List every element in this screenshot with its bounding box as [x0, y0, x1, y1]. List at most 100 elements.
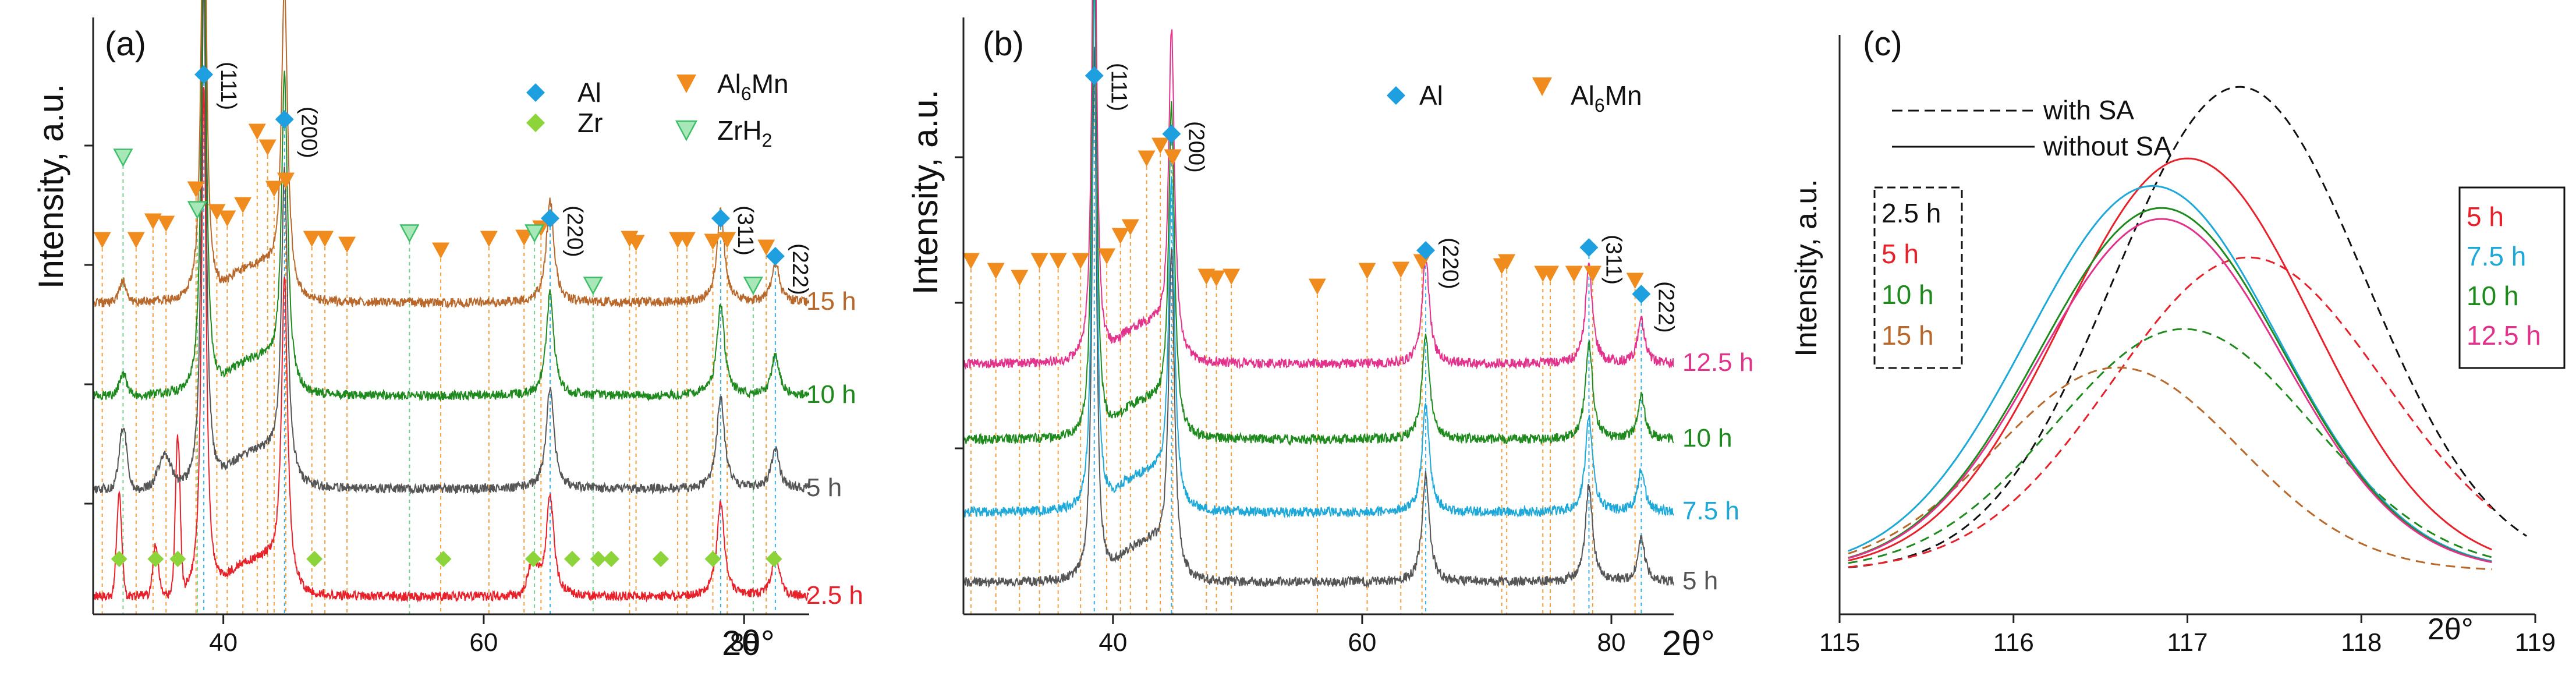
- a-al-marker: [194, 65, 214, 84]
- c-y-axis-label: Intensity, a.u.: [1790, 179, 1823, 356]
- a-al6mn-marker: [627, 235, 645, 252]
- c-axes: [1838, 35, 2535, 615]
- b-al6mn-marker: [1072, 253, 1090, 270]
- a-x-axis-label: 2θ°: [722, 624, 775, 663]
- a-marker-guides: [101, 83, 776, 614]
- b-al6mn-marker: [1583, 266, 1601, 282]
- a-series-label: 5 h: [806, 473, 842, 502]
- a-zrh2-marker: [187, 201, 208, 220]
- b-series-label: 10 h: [1682, 424, 1732, 452]
- a-al6mn-marker: [515, 229, 533, 246]
- c-xtick-label: 118: [2341, 628, 2382, 657]
- a-zr-marker: [435, 551, 452, 567]
- a-series-label: 10 h: [806, 380, 856, 409]
- b-legend-al-marker: [1387, 86, 1405, 105]
- a-hkl-label: (111): [216, 62, 240, 110]
- b-marker-guides: [970, 84, 1642, 614]
- panel-a: (111) (200) (220) (311) (222) 2.5 h 5 h 10 h 15…: [31, 0, 863, 663]
- a-legend-zrh2-marker: [675, 120, 698, 141]
- a-al-marker: [540, 209, 559, 228]
- b-hkl-label: (200): [1184, 121, 1208, 173]
- a-zr-marker: [306, 551, 323, 567]
- b-al6mn-marker: [1151, 137, 1170, 154]
- b-al6mn-marker: [1111, 228, 1129, 245]
- a-legend-zr-label: Zr: [577, 108, 603, 138]
- a-al6mn-marker: [432, 242, 450, 259]
- a-al6mn-marker: [218, 210, 236, 227]
- b-hkl-label: (311): [1601, 235, 1625, 285]
- a-pattern-line: [93, 0, 809, 309]
- b-pattern-line: [963, 0, 1674, 446]
- c-xtick-label: 115: [1819, 628, 1860, 657]
- a-hkl-labels: (111) (200) (220) (311) (222): [216, 62, 812, 295]
- b-series-label: 12.5 h: [1682, 348, 1753, 377]
- b-pattern-line: [963, 0, 1674, 370]
- c-solid-legend-item: 12.5 h: [2467, 320, 2541, 351]
- a-phase-markers: [93, 65, 785, 567]
- a-hkl-label: (311): [733, 206, 757, 256]
- a-al6mn-marker: [248, 123, 266, 140]
- c-solid-legend-box: 5 h 7.5 h 10 h 12.5 h: [2458, 186, 2566, 369]
- c-legend-with-sa: with SA: [2043, 95, 2134, 125]
- b-panel-label: (b): [983, 25, 1024, 63]
- c-dashed-legend-item: 2.5 h: [1881, 198, 1941, 228]
- a-pattern-line: [93, 87, 809, 603]
- b-al6mn-marker: [1358, 263, 1376, 279]
- a-zrh2-marker: [583, 277, 603, 295]
- b-al6mn-marker: [1498, 254, 1516, 271]
- a-zr-marker: [525, 551, 541, 567]
- b-x-ticks: 40 60 80: [1099, 614, 1625, 657]
- b-al-marker: [1632, 285, 1651, 303]
- c-x-axis-label: 2θ°: [2428, 613, 2474, 646]
- a-zr-marker: [704, 551, 721, 567]
- a-pattern-line: [93, 0, 809, 402]
- a-panel-label: (a): [105, 25, 146, 63]
- b-al6mn-marker: [1223, 268, 1241, 285]
- b-axes: [955, 17, 1674, 615]
- a-al6mn-marker: [127, 232, 145, 249]
- b-al6mn-marker: [1626, 272, 1644, 289]
- b-al6mn-marker: [1030, 253, 1048, 270]
- b-y-axis-label: Intensity, a.u.: [906, 90, 945, 295]
- a-al6mn-marker: [678, 232, 696, 249]
- c-peak-line: [1848, 328, 2492, 564]
- a-hkl-label: (200): [297, 107, 321, 158]
- a-zr-marker: [653, 551, 669, 567]
- c-solid-legend-item: 7.5 h: [2467, 241, 2526, 271]
- c-dashed-legend-item: 10 h: [1881, 279, 1934, 310]
- a-x-ticks: 40 60 80: [209, 614, 759, 657]
- a-legend-zrh2-label: ZrH2: [717, 115, 772, 151]
- a-zr-marker: [564, 551, 580, 567]
- c-xtick-label: 119: [2515, 628, 2556, 657]
- b-phase-markers: [962, 66, 1651, 303]
- b-al6mn-marker: [1308, 278, 1326, 295]
- b-xtick-label: 60: [1348, 628, 1376, 657]
- c-solid-legend-frame: [2458, 186, 2566, 369]
- b-al6mn-marker: [1542, 266, 1560, 282]
- b-al6mn-marker: [1098, 248, 1116, 265]
- c-dashed-legend-item: 5 h: [1881, 239, 1919, 269]
- panel-b: (111) (200) (220) (311) (222) 5 h 7.5 h 10 h 12…: [906, 0, 1753, 663]
- b-series-labels: 5 h 7.5 h 10 h 12.5 h: [1682, 348, 1753, 595]
- c-dashed-legend-item: 15 h: [1881, 320, 1934, 351]
- a-zr-marker: [169, 551, 186, 567]
- a-legend-al-marker: [526, 83, 545, 102]
- a-al6mn-marker: [265, 180, 283, 197]
- a-zr-marker: [147, 551, 164, 567]
- b-pattern-curves: [963, 0, 1674, 589]
- a-series-label: 15 h: [806, 287, 856, 316]
- a-zrh2-marker: [743, 277, 763, 295]
- a-al6mn-marker: [234, 197, 252, 214]
- b-al6mn-marker: [1049, 253, 1067, 270]
- a-al-marker: [275, 110, 294, 129]
- b-al-marker: [1162, 125, 1181, 143]
- b-legend-al-label: Al: [1419, 80, 1443, 111]
- a-al6mn-marker: [316, 231, 334, 247]
- a-series-labels: 2.5 h 5 h 10 h 15 h: [806, 287, 863, 610]
- a-zrh2-marker: [399, 224, 420, 243]
- a-al6mn-marker: [258, 139, 277, 156]
- b-al6mn-marker: [1164, 149, 1182, 166]
- a-zr-marker: [603, 551, 620, 567]
- a-legend-al6mn-label: Al6Mn: [717, 69, 789, 104]
